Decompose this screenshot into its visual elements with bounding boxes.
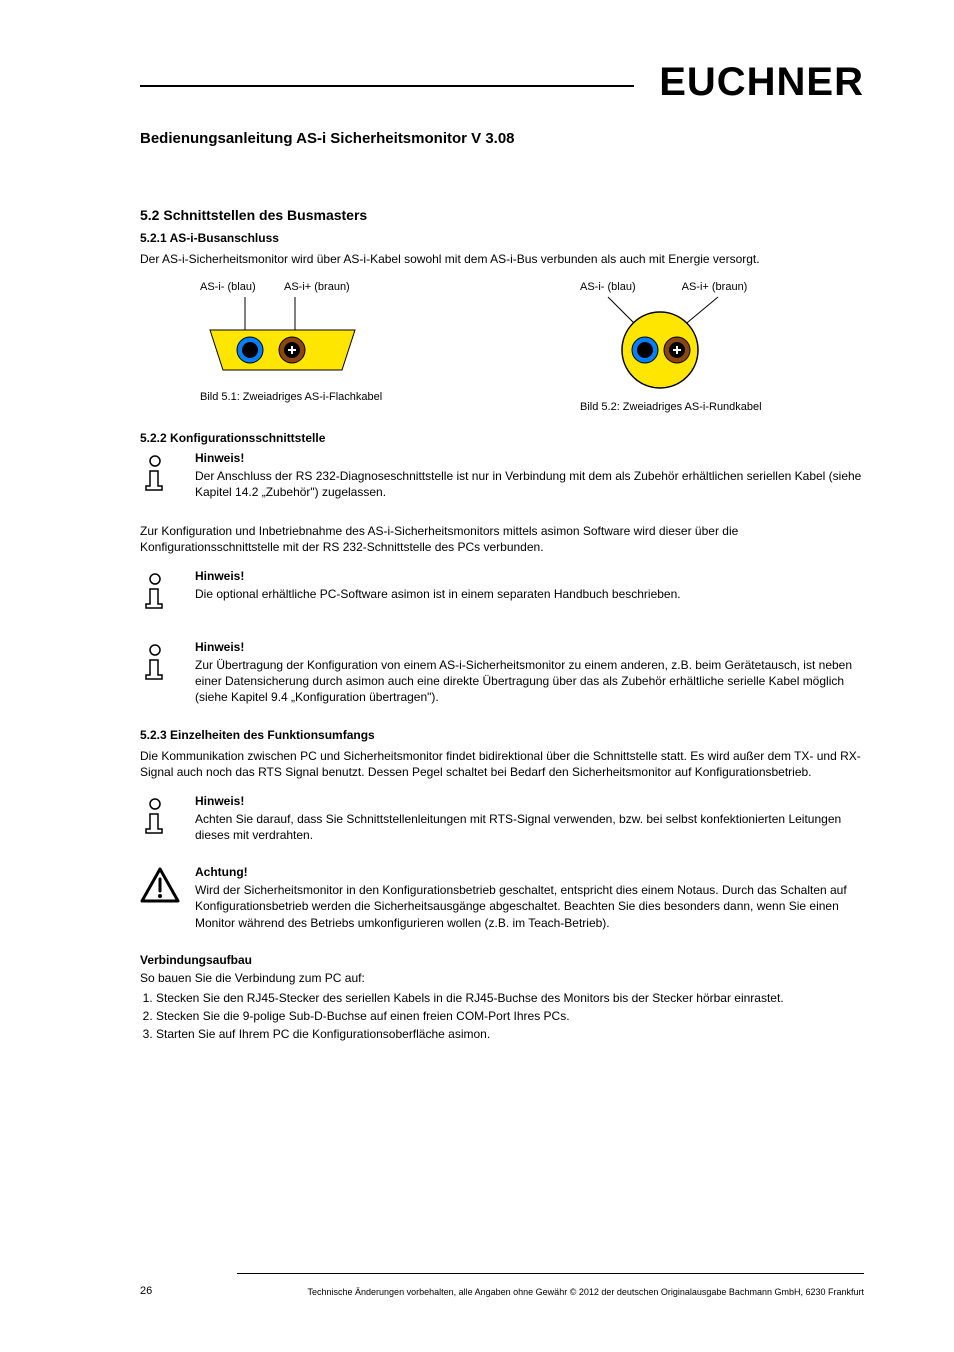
note-body: Zur Übertragung der Konfiguration von ei… [195,657,864,706]
footer-rule [237,1273,864,1274]
label-asi-minus: AS-i- (blau) [200,281,284,293]
info-icon [140,642,170,684]
note-block: Hinweis! Die optional erhältliche PC-Sof… [140,569,864,618]
label-asi-plus: AS-i+ (braun) [682,281,748,293]
note-block: Hinweis! Der Anschluss der RS 232-Diagno… [140,451,864,500]
step: Stecken Sie den RJ45-Stecker des seriell… [156,990,864,1006]
note-head: Hinweis! [195,569,864,583]
note-block: Hinweis! Zur Übertragung der Konfigurati… [140,640,864,706]
label-asi-minus: AS-i- (blau) [580,281,636,293]
step: Stecken Sie die 9-polige Sub-D-Buchse au… [156,1008,864,1024]
warning-block: Achtung! Wird der Sicherheitsmonitor in … [140,865,864,931]
paragraph: Zur Konfiguration und Inbetriebnahme des… [140,523,864,555]
footer-legal: Technische Änderungen vorbehalten, alle … [308,1287,865,1297]
flat-cable-icon [200,295,370,380]
info-icon [140,453,170,495]
subsection-heading: 5.2.3 Einzelheiten des Funktionsumfangs [140,728,864,742]
section-heading: 5.2 Schnittstellen des Busmasters [140,207,864,223]
figure-labels: AS-i- (blau) AS-i+ (braun) [580,281,820,293]
note-head: Hinweis! [195,640,864,654]
label-asi-plus: AS-i+ (braun) [284,281,350,293]
figure-row: AS-i- (blau) AS-i+ (braun) Bild 5.1: Zwe… [200,281,864,413]
info-icon [140,571,170,613]
figure-labels: AS-i- (blau) AS-i+ (braun) [200,281,440,293]
warning-icon [140,867,180,905]
brand-wordmark: EUCHNER [659,60,864,105]
note-body: Die optional erhältliche PC-Software asi… [195,586,864,602]
figure-caption: Bild 5.2: Zweiadriges AS-i-Rundkabel [580,401,820,413]
warning-head: Achtung! [195,865,864,879]
intro-paragraph: Der AS-i-Sicherheitsmonitor wird über AS… [140,251,864,267]
paragraph: Die Kommunikation zwischen PC und Sicher… [140,748,864,780]
page-content: Bedienungsanleitung AS-i Sicherheitsmoni… [140,130,864,1045]
header-rule [140,85,634,87]
round-cable-icon [580,295,750,390]
note-block: Hinweis! Achten Sie darauf, dass Sie Sch… [140,794,864,843]
figure-round-cable: AS-i- (blau) AS-i+ (braun) Bild 5.2: Zwe… [580,281,820,413]
note-body: Der Anschluss der RS 232-Diagnoseschnitt… [195,468,864,500]
connection-steps: Stecken Sie den RJ45-Stecker des seriell… [140,990,864,1043]
page-number: 26 [140,1285,152,1297]
note-head: Hinweis! [195,794,864,808]
figure-caption: Bild 5.1: Zweiadriges AS-i-Flachkabel [200,391,440,403]
connection-intro: So bauen Sie die Verbindung zum PC auf: [140,970,864,986]
note-body: Achten Sie darauf, dass Sie Schnittstell… [195,811,864,843]
document-title: Bedienungsanleitung AS-i Sicherheitsmoni… [140,130,864,147]
subsection-heading: 5.2.1 AS-i-Busanschluss [140,231,864,245]
step: Starten Sie auf Ihrem PC die Konfigurati… [156,1026,864,1042]
figure-flat-cable: AS-i- (blau) AS-i+ (braun) Bild 5.1: Zwe… [200,281,440,413]
connection-heading: Verbindungsaufbau [140,953,864,967]
subsection-heading: 5.2.2 Konfigurationsschnittstelle [140,431,864,445]
warning-body: Wird der Sicherheitsmonitor in den Konfi… [195,882,864,931]
note-head: Hinweis! [195,451,864,465]
info-icon [140,796,170,838]
